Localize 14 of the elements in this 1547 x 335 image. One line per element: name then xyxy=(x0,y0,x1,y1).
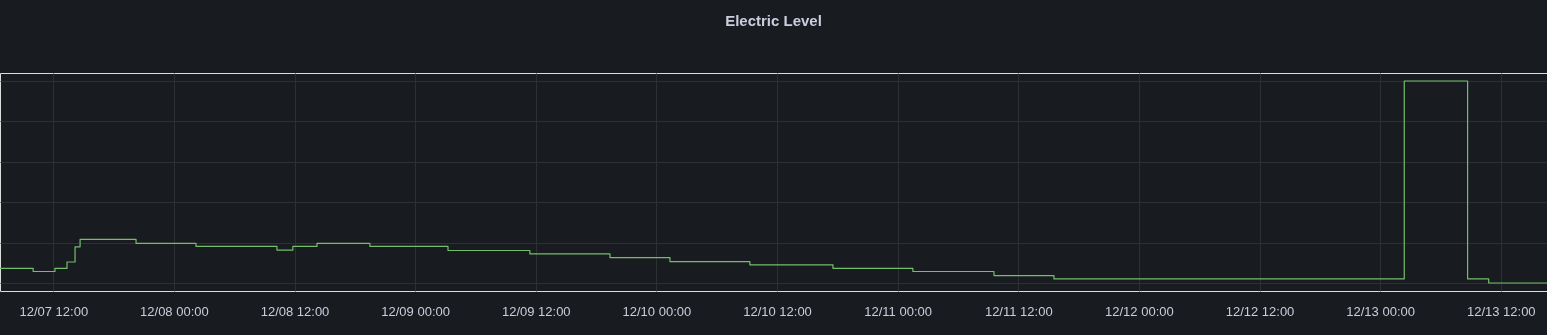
x-tick-label: 12/07 12:00 xyxy=(19,303,89,319)
x-tick-label: 12/08 00:00 xyxy=(140,303,209,319)
x-tick-label: 12/13 00:00 xyxy=(1346,303,1415,319)
x-tick-label: 12/13 12:00 xyxy=(1466,303,1536,319)
x-tick-label: 12/08 12:00 xyxy=(260,303,330,319)
x-tick-label: 12/12 00:00 xyxy=(1105,303,1174,319)
x-tick-label: 12/10 00:00 xyxy=(622,303,692,319)
chart-title: Electric Level xyxy=(725,12,822,29)
x-tick-label: 12/09 00:00 xyxy=(381,303,450,319)
x-tick-label: 12/10 12:00 xyxy=(743,303,812,319)
x-tick-label: 12/11 12:00 xyxy=(984,303,1053,319)
x-tick-label: 12/11 00:00 xyxy=(864,303,932,319)
x-tick-label: 12/12 12:00 xyxy=(1225,303,1295,319)
x-tick-label: 12/09 12:00 xyxy=(501,303,571,319)
